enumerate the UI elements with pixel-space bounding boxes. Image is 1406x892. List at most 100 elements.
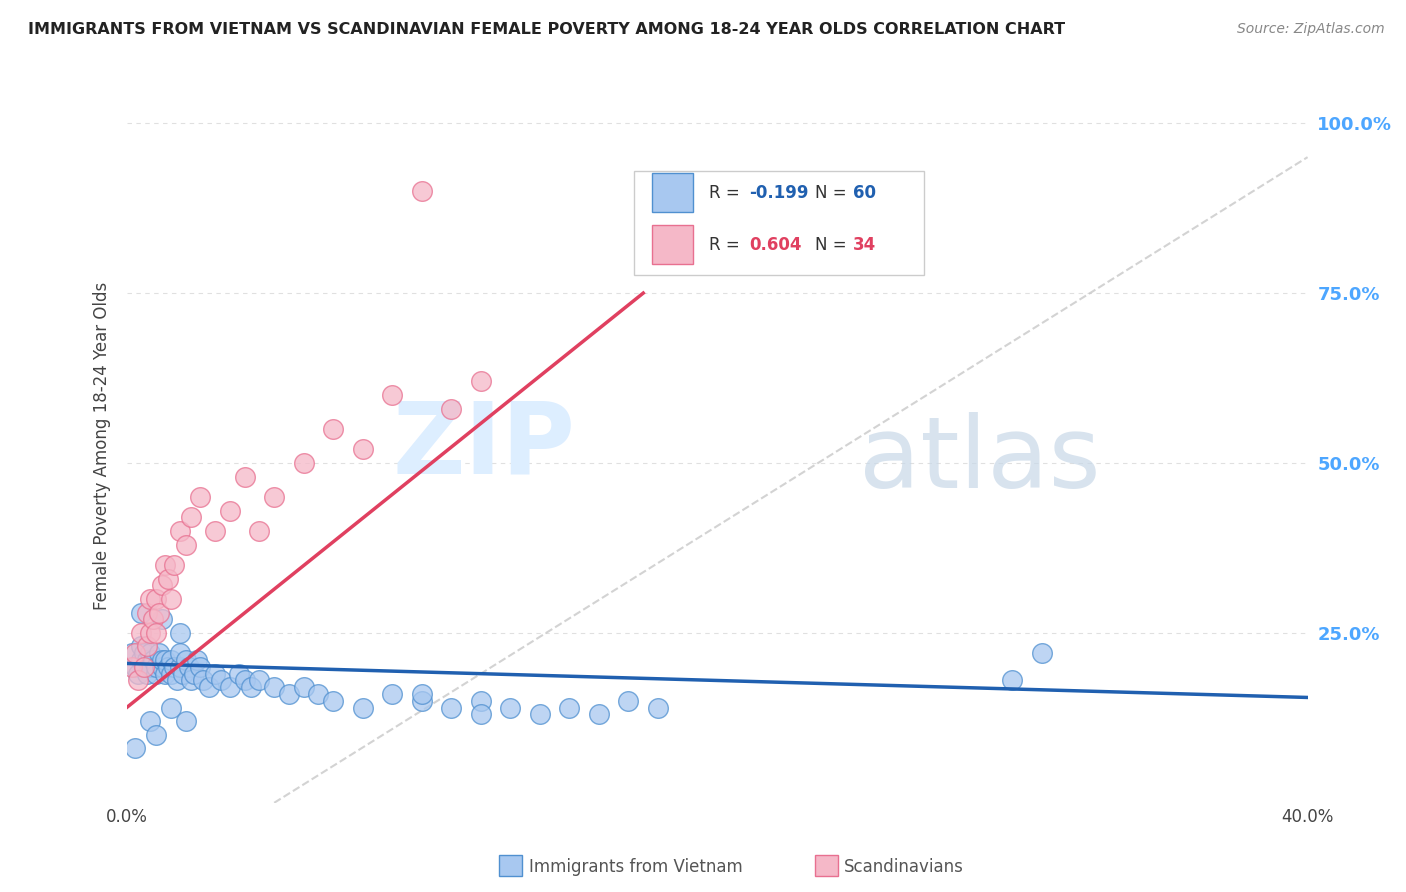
Text: atlas: atlas <box>859 412 1101 508</box>
Point <box>121 660 143 674</box>
Point <box>153 666 176 681</box>
Point <box>174 653 197 667</box>
Point <box>142 653 165 667</box>
Point <box>180 673 202 688</box>
Text: R =: R = <box>709 184 745 202</box>
Point <box>292 680 315 694</box>
Point <box>381 687 404 701</box>
Point <box>159 700 183 714</box>
Point <box>411 687 433 701</box>
Bar <box>499 855 522 876</box>
Point <box>129 653 153 667</box>
Y-axis label: Female Poverty Among 18-24 Year Olds: Female Poverty Among 18-24 Year Olds <box>93 282 111 610</box>
Point <box>352 700 374 714</box>
Text: N =: N = <box>815 184 852 202</box>
Point <box>124 741 146 756</box>
Text: 0.604: 0.604 <box>749 235 801 253</box>
Text: 34: 34 <box>853 235 876 253</box>
Point <box>145 591 167 606</box>
Point <box>381 388 404 402</box>
Point <box>129 640 153 654</box>
Point <box>169 646 191 660</box>
Point <box>159 666 183 681</box>
Point <box>193 673 215 688</box>
Point <box>617 694 640 708</box>
Point <box>148 606 170 620</box>
Point <box>322 694 344 708</box>
Point <box>145 666 167 681</box>
Point <box>292 456 315 470</box>
Point <box>142 612 165 626</box>
Point <box>499 700 522 714</box>
Point <box>186 653 208 667</box>
Text: Immigrants from Vietnam: Immigrants from Vietnam <box>529 858 742 876</box>
Point <box>145 660 167 674</box>
Point <box>169 626 191 640</box>
Point <box>228 666 250 681</box>
Point <box>127 673 149 688</box>
Point <box>263 490 285 504</box>
Point <box>121 646 143 660</box>
Text: -0.199: -0.199 <box>749 184 808 202</box>
Point <box>470 694 492 708</box>
Point <box>647 700 669 714</box>
Bar <box>815 855 838 876</box>
Point <box>233 673 256 688</box>
Point <box>129 626 153 640</box>
Point <box>139 714 162 729</box>
Point <box>411 694 433 708</box>
Text: Scandinavians: Scandinavians <box>844 858 963 876</box>
Point <box>139 591 162 606</box>
Point <box>156 660 179 674</box>
Point <box>177 660 200 674</box>
Point <box>322 422 344 436</box>
Point <box>134 646 156 660</box>
Bar <box>652 173 693 212</box>
Point <box>127 666 149 681</box>
Point <box>134 660 156 674</box>
Point <box>136 653 159 667</box>
Point <box>148 646 170 660</box>
Point <box>263 680 285 694</box>
Point <box>411 184 433 198</box>
Point <box>166 673 188 688</box>
Point <box>440 700 463 714</box>
Point <box>153 558 176 572</box>
Point <box>124 660 146 674</box>
Point <box>156 572 179 586</box>
Point <box>219 680 242 694</box>
Point <box>129 606 153 620</box>
Point <box>558 700 581 714</box>
Point <box>204 666 226 681</box>
Point <box>233 469 256 483</box>
Point <box>174 537 197 551</box>
Point <box>169 524 191 538</box>
Point <box>247 673 270 688</box>
FancyBboxPatch shape <box>634 171 924 275</box>
Point <box>470 375 492 389</box>
Point <box>180 510 202 524</box>
Text: R =: R = <box>709 235 745 253</box>
Point <box>198 680 221 694</box>
Point <box>307 687 329 701</box>
Point <box>440 401 463 416</box>
Point <box>1031 646 1053 660</box>
Bar <box>652 225 693 264</box>
Point <box>219 503 242 517</box>
Point <box>159 591 183 606</box>
Point <box>470 707 492 722</box>
Point <box>169 660 191 674</box>
Text: N =: N = <box>815 235 852 253</box>
Point <box>139 626 162 640</box>
Text: Source: ZipAtlas.com: Source: ZipAtlas.com <box>1237 22 1385 37</box>
Point <box>153 653 176 667</box>
Point <box>188 490 211 504</box>
Point <box>145 626 167 640</box>
Point <box>172 666 194 681</box>
Point <box>1001 673 1024 688</box>
Point <box>150 578 173 592</box>
Point <box>278 687 301 701</box>
Point <box>352 442 374 457</box>
Point <box>588 707 610 722</box>
Point <box>188 660 211 674</box>
